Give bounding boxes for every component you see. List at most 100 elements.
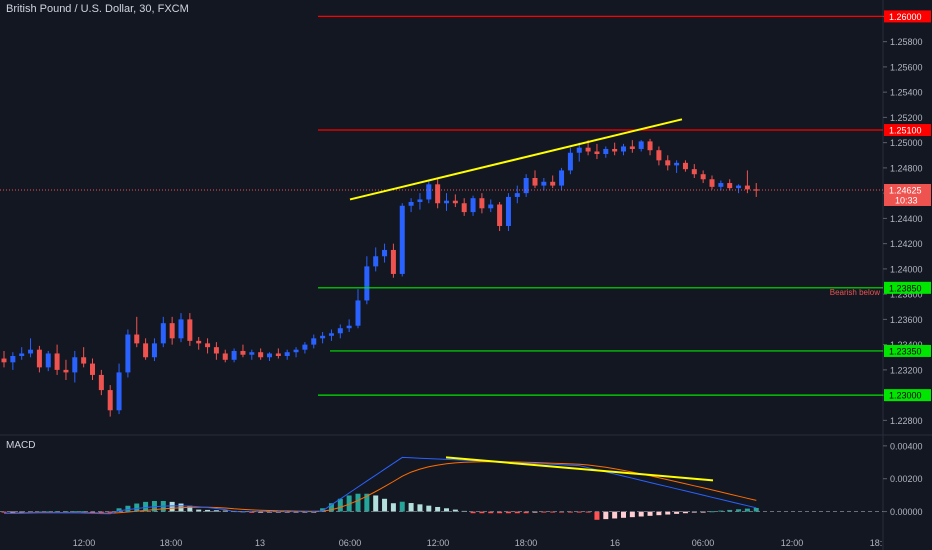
candle-body xyxy=(541,181,547,186)
candle-body xyxy=(452,200,458,204)
x-tick-label: 12:00 xyxy=(781,538,804,548)
candle-body xyxy=(682,162,688,170)
macd-histogram-bar xyxy=(559,511,565,513)
macd-histogram-bar xyxy=(532,511,538,513)
macd-histogram-bar xyxy=(355,493,361,512)
candle-body xyxy=(125,334,131,373)
candle-body xyxy=(744,185,750,190)
macd-histogram-bar xyxy=(143,501,149,512)
candle-body xyxy=(488,204,494,209)
macd-histogram-bar xyxy=(647,511,653,516)
x-tick-label: 06:00 xyxy=(339,538,362,548)
macd-histogram-bar xyxy=(222,510,228,512)
candle-body xyxy=(736,185,742,189)
candle-body xyxy=(621,146,626,152)
y-tick-label: 1.24800 xyxy=(890,163,923,173)
level-badge-bg xyxy=(884,10,931,23)
candle-body xyxy=(10,355,16,363)
price-trendline[interactable] xyxy=(349,118,683,201)
macd-histogram-bar xyxy=(81,511,87,513)
macd-histogram-bar xyxy=(346,495,352,512)
y-tick-label: 1.24400 xyxy=(890,214,923,224)
level-badge: 1.26000 xyxy=(884,10,931,23)
candle-body xyxy=(479,198,485,209)
candle-body xyxy=(656,150,662,161)
macd-histogram-bar xyxy=(744,508,750,512)
macd-histogram-bar xyxy=(674,511,680,514)
macd-histogram-bar xyxy=(452,509,458,512)
macd-histogram-bar xyxy=(700,511,706,513)
candle-body xyxy=(293,349,299,353)
candle-body xyxy=(1,358,7,363)
candle-body xyxy=(691,169,697,175)
macd-histogram-bar xyxy=(320,508,326,512)
level-badge-label: 1.23850 xyxy=(889,283,922,293)
macd-histogram-bar xyxy=(470,511,476,514)
y-tick-label: 1.22800 xyxy=(890,416,923,426)
macd-histogram-bar xyxy=(656,511,662,516)
macd-histogram-bar xyxy=(417,504,423,512)
candle-body xyxy=(532,177,538,186)
level-badge-bg xyxy=(884,389,931,402)
y-tick-label: 1.25600 xyxy=(890,62,923,72)
candle-body xyxy=(718,183,724,187)
macd-histogram-bar xyxy=(408,503,414,512)
candle-body xyxy=(302,344,308,350)
candle-body xyxy=(559,170,565,186)
candle-body xyxy=(134,334,140,344)
candle-body xyxy=(337,328,343,334)
macd-histogram-bar xyxy=(682,511,688,514)
level-badge: 1.23850 xyxy=(884,281,931,294)
macd-histogram-bar xyxy=(187,505,193,512)
candle-body xyxy=(178,319,184,339)
level-badge-bg xyxy=(884,281,931,294)
macd-histogram-bar xyxy=(72,511,78,513)
candle-body xyxy=(576,147,582,153)
level-note: Bearish below xyxy=(830,288,880,297)
y-tick-label: 1.25400 xyxy=(890,88,923,98)
candle-body xyxy=(603,148,609,155)
y-tick-label: 1.25000 xyxy=(890,138,923,148)
macd-histogram-bar xyxy=(249,511,255,513)
macd-histogram-bar xyxy=(116,508,122,512)
macd-histogram-bar xyxy=(479,511,485,514)
level-badge-label: 1.23000 xyxy=(889,391,922,401)
macd-histogram-bar xyxy=(337,498,343,512)
candle-body xyxy=(700,174,706,180)
candle-body xyxy=(19,353,25,356)
macd-histogram-bar xyxy=(621,511,626,518)
candle-body xyxy=(169,323,175,339)
x-tick-label: 18: xyxy=(870,538,883,548)
macd-histogram-bar xyxy=(727,509,733,512)
macd-histogram-bar xyxy=(594,511,600,520)
macd-histogram-bar xyxy=(205,509,211,512)
macd-trendline[interactable] xyxy=(445,456,714,482)
candle-body xyxy=(426,184,432,200)
candle-body xyxy=(205,343,211,348)
candle-body xyxy=(160,323,166,344)
macd-histogram-bar xyxy=(107,511,113,513)
candle-body xyxy=(629,146,635,149)
macd-histogram-bar xyxy=(258,511,264,513)
candle-body xyxy=(514,193,520,197)
macd-histogram-bar xyxy=(19,511,25,513)
level-badge-bg xyxy=(884,124,931,137)
x-tick-label: 16 xyxy=(610,538,620,548)
last-price-badge xyxy=(884,183,931,206)
level-badge-label: 1.25100 xyxy=(889,126,922,136)
macd-histogram-bar xyxy=(567,511,573,513)
macd-histogram-bar xyxy=(399,501,405,512)
last-price-label: 1.24625 xyxy=(889,185,922,195)
macd-histogram-bar xyxy=(169,501,175,512)
macd-histogram-bar xyxy=(435,506,441,512)
level-badge-label: 1.26000 xyxy=(889,12,922,22)
candle-body xyxy=(320,335,326,339)
macd-histogram-bar xyxy=(550,511,556,513)
macd-histogram-bar xyxy=(603,511,609,520)
y-tick-label: 1.23600 xyxy=(890,315,923,325)
candle-body xyxy=(435,184,441,204)
candle-body xyxy=(497,204,503,226)
macd-histogram-bar xyxy=(213,510,219,512)
candle-body xyxy=(709,179,715,187)
